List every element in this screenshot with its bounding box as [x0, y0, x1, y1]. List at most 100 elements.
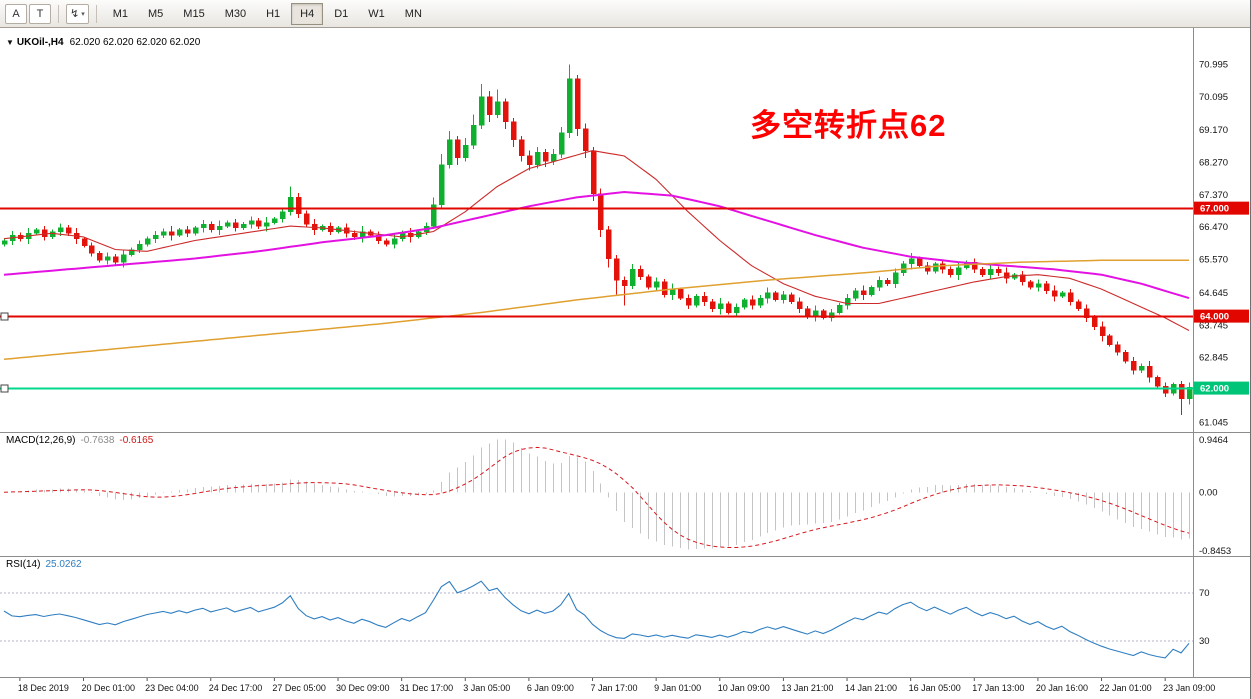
svg-text:16 Jan 05:00: 16 Jan 05:00 [909, 683, 961, 693]
candle [725, 301, 732, 315]
timeframe-group: M1 M5 M15 M30 H1 H4 D1 W1 MN [103, 2, 432, 25]
candle [558, 127, 565, 158]
candle [534, 146, 541, 169]
candle [709, 298, 716, 312]
svg-text:68.270: 68.270 [1199, 157, 1228, 168]
svg-text:-0.8453: -0.8453 [1199, 546, 1231, 557]
svg-text:62.000: 62.000 [1200, 384, 1229, 395]
candle [1059, 290, 1066, 299]
candle [391, 234, 398, 249]
svg-text:27 Dec 05:00: 27 Dec 05:00 [272, 683, 326, 693]
svg-text:70: 70 [1199, 588, 1210, 599]
ma-magenta[interactable] [3, 190, 1190, 300]
candle [1035, 279, 1042, 292]
ma-red[interactable] [3, 150, 1190, 331]
candle [208, 221, 215, 233]
timeframe-w1[interactable]: W1 [359, 3, 394, 25]
candle [629, 263, 636, 290]
candle [1043, 280, 1050, 294]
candle [677, 287, 684, 300]
text-tool-button[interactable]: T [29, 3, 51, 24]
candle [430, 197, 437, 228]
candle [796, 297, 803, 314]
candle [1130, 356, 1137, 375]
candlestick-series [1, 64, 1193, 416]
timeframe-m15[interactable]: M15 [174, 3, 213, 25]
chart-area: 70.995 70.095 69.170 68.270 67.370 66.470 65.5… [0, 28, 1251, 699]
candle [844, 293, 851, 310]
candle [526, 150, 533, 171]
timeframe-m30[interactable]: M30 [216, 3, 255, 25]
timeframe-d1[interactable]: D1 [325, 3, 357, 25]
candle [152, 230, 159, 244]
price-tag-62.000: 62.000 [1194, 381, 1249, 395]
candle [1067, 289, 1074, 306]
candle [701, 292, 708, 307]
candle [995, 266, 1002, 276]
time-axis[interactable]: 18 Dec 2019 20 Dec 01:00 23 Dec 04:00 24 De… [18, 678, 1215, 693]
candle [1099, 321, 1106, 342]
price-axis[interactable]: 70.995 70.095 69.170 68.270 67.370 66.470 65.5… [1194, 59, 1249, 428]
hline-handle[interactable] [0, 384, 9, 393]
candle [96, 250, 103, 263]
candle [486, 91, 493, 122]
candle [828, 308, 835, 322]
candle [605, 226, 612, 268]
svg-text:7 Jan 17:00: 7 Jan 17:00 [591, 683, 638, 693]
candle [1178, 380, 1185, 416]
svg-text:63.745: 63.745 [1199, 320, 1228, 331]
svg-text:67.370: 67.370 [1199, 190, 1228, 201]
hline-handle[interactable] [0, 312, 9, 321]
svg-text:14 Jan 21:00: 14 Jan 21:00 [845, 683, 897, 693]
candle [884, 277, 891, 286]
svg-text:0.9464: 0.9464 [1199, 435, 1228, 446]
svg-text:6 Jan 09:00: 6 Jan 09:00 [527, 683, 574, 693]
svg-text:61.045: 61.045 [1199, 417, 1228, 428]
candle [860, 285, 867, 300]
price-tag-64.000: 64.000 [1194, 309, 1249, 323]
candle [192, 225, 199, 236]
candle [979, 267, 986, 277]
svg-text:67.000: 67.000 [1200, 204, 1229, 215]
candle [836, 303, 843, 315]
annotation-text[interactable]: 多空转折点62 [750, 108, 947, 143]
chart-tools-dropdown[interactable]: ↯ ▾ [66, 3, 89, 24]
candle [462, 137, 469, 162]
ma-orange[interactable] [3, 259, 1189, 361]
timeframe-m1[interactable]: M1 [104, 3, 137, 25]
candle [1114, 341, 1121, 356]
candle [932, 261, 939, 274]
symbol-marker-icon[interactable]: ▼ [6, 38, 14, 47]
svg-text:64.645: 64.645 [1199, 288, 1228, 299]
candle [128, 247, 135, 257]
candle [1019, 271, 1026, 286]
candle [168, 226, 175, 241]
candle [1146, 361, 1153, 383]
timeframe-mn[interactable]: MN [396, 3, 431, 25]
candle [852, 288, 859, 301]
text-label-tool-button[interactable]: A [5, 3, 27, 24]
svg-text:69.170: 69.170 [1199, 125, 1228, 136]
svg-text:30 Dec 09:00: 30 Dec 09:00 [336, 683, 390, 693]
macd-main-value: -0.7638 [80, 435, 115, 446]
candle [1075, 299, 1082, 312]
svg-text:9 Jan 01:00: 9 Jan 01:00 [654, 683, 701, 693]
timeframe-m5[interactable]: M5 [139, 3, 172, 25]
candle [1106, 334, 1113, 347]
ohlc-values: 62.020 62.020 62.020 62.020 [69, 37, 201, 48]
macd-indicator-label: MACD(12,26,9) -0.7638 -0.6165 [6, 435, 153, 446]
candle [287, 186, 294, 216]
candle [81, 236, 88, 248]
candle [49, 229, 56, 240]
candle [279, 208, 286, 223]
rsi-line [3, 580, 1190, 659]
candle [240, 222, 247, 231]
timeframe-h1[interactable]: H1 [257, 3, 289, 25]
candle [637, 265, 644, 281]
svg-text:30: 30 [1199, 636, 1210, 647]
candle [144, 236, 151, 247]
candle [1138, 363, 1145, 373]
timeframe-h4[interactable]: H4 [291, 2, 324, 25]
price-chart-canvas[interactable]: 70.995 70.095 69.170 68.270 67.370 66.470 65.5… [0, 28, 1251, 699]
